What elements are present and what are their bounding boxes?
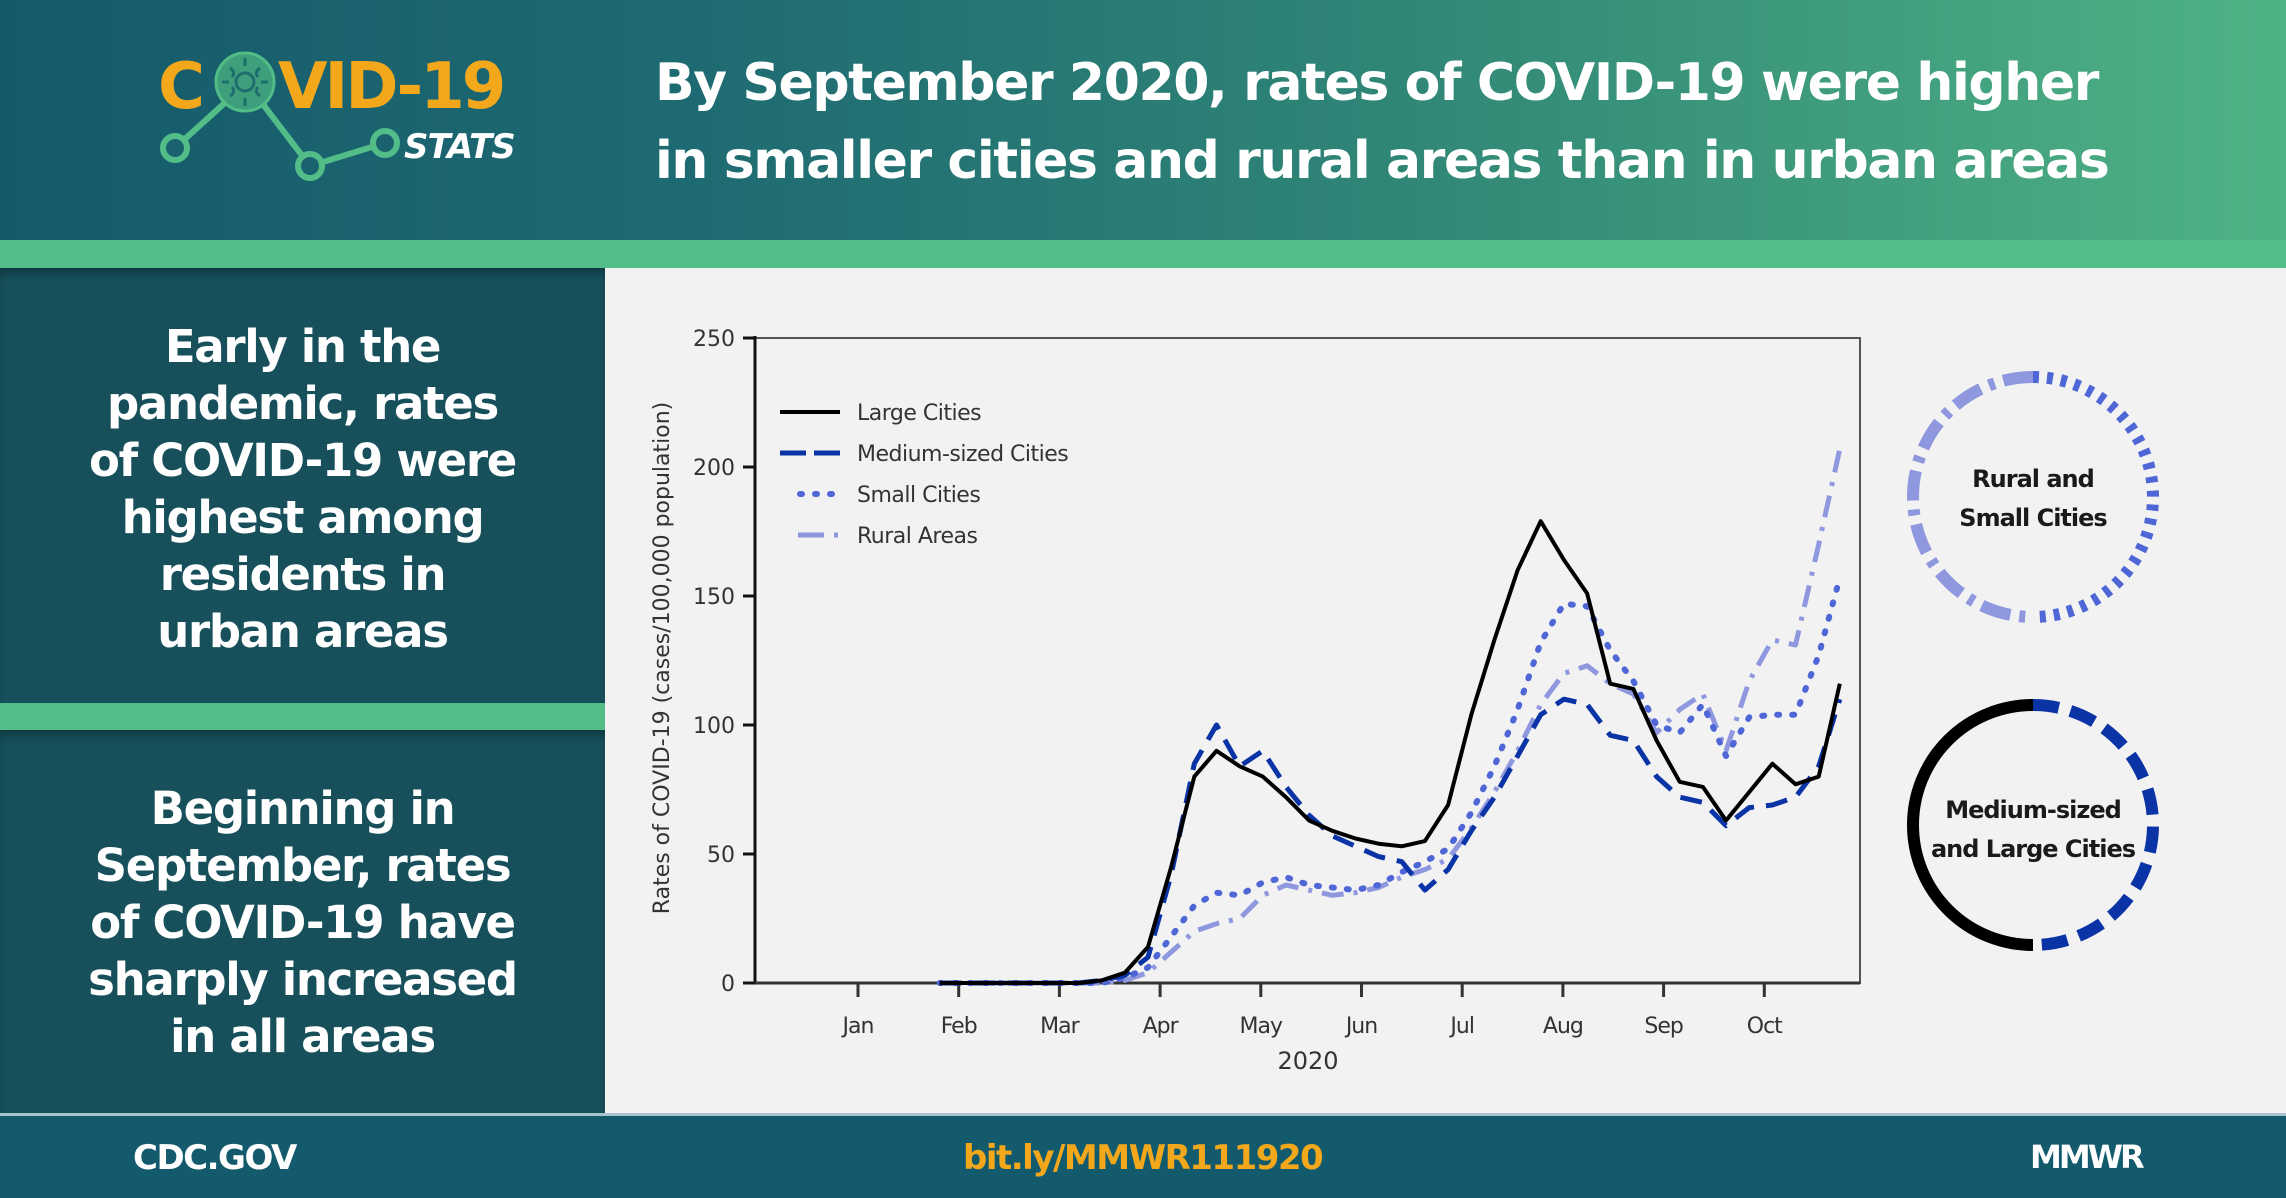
series-line-small-cities bbox=[936, 574, 1843, 986]
logo-text-stats: STATS bbox=[404, 127, 515, 167]
early-pandemic-text: Early in the pandemic, rates of COVID-19… bbox=[30, 318, 575, 660]
y-tick-label: 200 bbox=[693, 456, 735, 481]
x-axis-label: 2020 bbox=[1277, 1047, 1338, 1075]
legend-label: Large Cities bbox=[857, 401, 981, 426]
rural-small-badge-line2: Small Cities bbox=[1959, 504, 2107, 532]
text-line: of COVID-19 were bbox=[89, 434, 517, 487]
x-tick-label: Apr bbox=[1143, 1014, 1180, 1039]
text-line: highest among bbox=[121, 491, 485, 544]
covid-19-stats-logo: C VID-19 STATS bbox=[158, 50, 516, 181]
x-tick-label: Mar bbox=[1040, 1014, 1080, 1039]
y-axis-label: Rates of COVID-19 (cases/100,000 populat… bbox=[650, 402, 675, 914]
left-panel-divider bbox=[0, 703, 605, 730]
y-tick-label: 100 bbox=[693, 714, 735, 739]
plot-border bbox=[754, 337, 1861, 984]
legend-label: Rural Areas bbox=[857, 524, 978, 549]
header-banner bbox=[0, 0, 2286, 240]
text-line: Beginning in bbox=[150, 782, 456, 835]
series-line-medium-sized-cities bbox=[939, 696, 1843, 986]
footer: CDC.GOV bit.ly/MMWR111920 MMWR bbox=[0, 1113, 2286, 1198]
headline-line-2: in smaller cities and rural areas than i… bbox=[655, 131, 2110, 191]
x-tick-label: Aug bbox=[1543, 1014, 1583, 1039]
x-axis-ticks: Jan Feb Mar Apr May Jun Jul Aug Sep Oct bbox=[841, 983, 1784, 1039]
mmwr-logo: MMWR bbox=[2030, 1138, 2145, 1176]
y-tick-label: 0 bbox=[721, 972, 735, 997]
small-arc bbox=[2032, 371, 2159, 623]
text-line: Early in the bbox=[164, 320, 442, 373]
text-line: pandemic, rates bbox=[107, 377, 499, 430]
headline: By September 2020, rates of COVID-19 wer… bbox=[655, 44, 2155, 200]
x-tick-label: Sep bbox=[1644, 1014, 1683, 1039]
medium-large-badge-line2: and Large Cities bbox=[1931, 835, 2136, 863]
x-tick-label: May bbox=[1240, 1014, 1283, 1039]
september-text: Beginning in September, rates of COVID-1… bbox=[30, 780, 575, 1065]
virus-icon bbox=[214, 51, 276, 113]
cdc-gov-link[interactable]: CDC.GOV bbox=[133, 1138, 297, 1178]
medium-large-badge-line1: Medium-sized bbox=[1945, 796, 2121, 824]
text-line: sharply increased bbox=[88, 953, 518, 1006]
large-arc bbox=[1907, 699, 2034, 951]
x-tick-label: Jul bbox=[1448, 1014, 1474, 1039]
series-line-large-cities bbox=[939, 519, 1842, 985]
y-axis-ticks: 0 50 100 150 200 250 bbox=[693, 327, 755, 997]
legend-label: Small Cities bbox=[857, 483, 980, 508]
text-line: September, rates bbox=[94, 839, 512, 892]
left-panel-september bbox=[0, 730, 605, 1113]
x-tick-label: Jan bbox=[841, 1014, 874, 1039]
series-line-rural-areas bbox=[939, 448, 1843, 986]
rural-arc bbox=[1907, 371, 2034, 623]
x-tick-label: Feb bbox=[941, 1014, 977, 1039]
logo-text-vid19: VID-19 bbox=[278, 50, 503, 124]
logo-letter-c: C bbox=[158, 50, 205, 124]
rural-small-badge: Rural and Small Cities bbox=[1907, 371, 2159, 623]
legend: Large Cities Medium-sized Cities Small Cit… bbox=[780, 401, 1069, 549]
mmwr-short-link[interactable]: bit.ly/MMWR111920 bbox=[963, 1138, 1324, 1178]
text-line: of COVID-19 have bbox=[90, 896, 516, 949]
left-panel-early bbox=[0, 268, 605, 703]
y-tick-label: 150 bbox=[693, 585, 735, 610]
series-lines bbox=[936, 448, 1843, 986]
x-tick-label: Oct bbox=[1747, 1014, 1783, 1039]
text-line: urban areas bbox=[157, 605, 449, 658]
y-tick-label: 250 bbox=[693, 327, 735, 352]
legend-label: Medium-sized Cities bbox=[857, 442, 1068, 467]
logo-network-nodes bbox=[160, 128, 400, 181]
x-tick-label: Jun bbox=[1344, 1014, 1377, 1039]
line-chart: 0 50 100 150 200 250 Jan Feb Mar Apr May Jun Jul Aug… bbox=[650, 327, 1861, 1075]
header-accent-stripe bbox=[0, 240, 2286, 268]
medium-large-badge: Medium-sized and Large Cities bbox=[1907, 699, 2159, 951]
text-line: residents in bbox=[159, 548, 447, 601]
medium-arc bbox=[2032, 699, 2159, 951]
headline-line-1: By September 2020, rates of COVID-19 wer… bbox=[655, 53, 2099, 113]
rural-small-badge-line1: Rural and bbox=[1972, 465, 2094, 493]
plot-frame bbox=[743, 336, 1861, 985]
category-badges: Rural and Small Cities Medium-sized and … bbox=[1907, 371, 2159, 951]
text-line: in all areas bbox=[170, 1010, 436, 1063]
y-tick-label: 50 bbox=[707, 843, 735, 868]
